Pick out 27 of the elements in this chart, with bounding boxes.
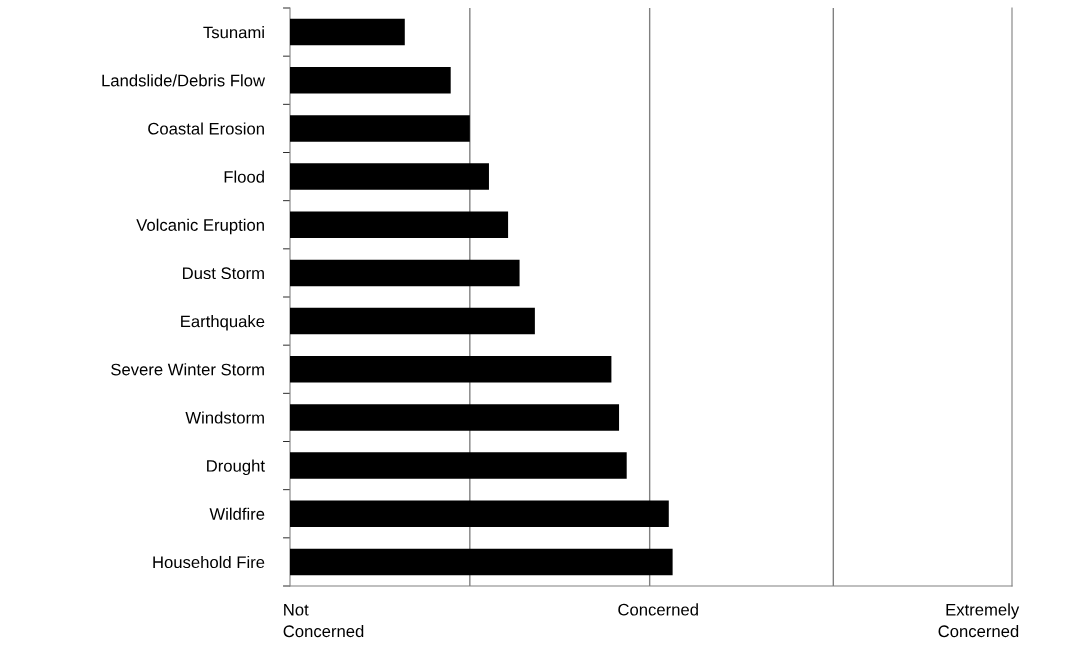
bar	[290, 452, 627, 479]
y-tick-label: Windstorm	[185, 411, 264, 424]
y-tick-label: Earthquake	[181, 315, 265, 331]
bar	[290, 163, 489, 190]
text: Not Concerned	[283, 603, 364, 638]
y-tick-label: Household Fire	[153, 555, 265, 569]
bar	[290, 259, 520, 287]
bar	[290, 548, 673, 576]
text: Concerned	[618, 603, 698, 616]
y-tick-label: Wildfire	[209, 507, 265, 520]
bar	[290, 356, 612, 383]
bar	[290, 307, 535, 335]
y-tick-label: Severe Winter Storm	[111, 363, 264, 376]
y-tick-label: Landslide/Debris Flow	[102, 74, 266, 87]
bar	[290, 211, 509, 238]
bar	[290, 500, 669, 527]
bar	[290, 404, 620, 431]
bar	[290, 67, 451, 94]
y-tick-label: Volcanic Eruption	[136, 218, 264, 235]
bar	[290, 18, 405, 46]
y-tick-label: Dust Storm	[183, 267, 264, 280]
y-tick-label: Tsunami	[203, 26, 264, 39]
y-tick-label: Flood	[224, 170, 264, 183]
bar	[290, 115, 470, 142]
y-tick-label: Drought	[207, 459, 265, 476]
y-tick-label: Coastal Erosion	[148, 122, 264, 135]
text: Extremely Concerned	[938, 603, 1020, 638]
